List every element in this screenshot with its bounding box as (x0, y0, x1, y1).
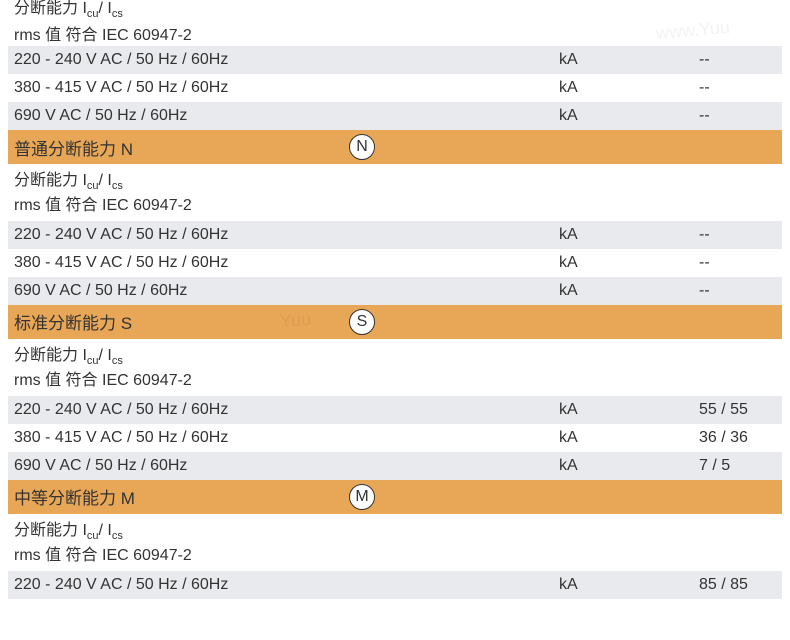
row-unit: kA (559, 457, 699, 475)
row-value: -- (699, 51, 776, 69)
section-subhead: 分断能力 Icu/ Icsrms 值 符合 IEC 60947-2 (8, 514, 782, 571)
row-voltage-label: 220 - 240 V AC / 50 Hz / 60Hz (14, 401, 349, 419)
section-icon-col: M (349, 484, 559, 510)
section-icon-col: S (349, 309, 559, 335)
row-unit: kA (559, 226, 699, 244)
letter-circle-icon: N (349, 134, 375, 160)
row-value: -- (699, 79, 776, 97)
section-header-label: 标准分断能力 S (14, 309, 349, 334)
row-value: -- (699, 254, 776, 272)
partial-top-fragment: 分断能力 Icu/ Ics (8, 0, 782, 20)
section-subhead: 分断能力 Icu/ Icsrms 值 符合 IEC 60947-2 (8, 164, 782, 221)
table-row: 220 - 240 V AC / 50 Hz / 60Hz kA85 / 85 (8, 571, 782, 599)
subhead-line2-top: rms 值 符合 IEC 60947-2 (8, 20, 782, 46)
row-value: -- (699, 107, 776, 125)
row-voltage-label: 690 V AC / 50 Hz / 60Hz (14, 107, 349, 125)
table-row: 690 V AC / 50 Hz / 60Hz kA7 / 5 (8, 452, 782, 480)
subhead-line2: rms 值 符合 IEC 60947-2 (14, 545, 776, 567)
row-voltage-label: 380 - 415 V AC / 50 Hz / 60Hz (14, 79, 349, 97)
row-unit: kA (559, 254, 699, 272)
subhead-line1: 分断能力 Icu/ Ics (14, 345, 776, 370)
table-row: 220 - 240 V AC / 50 Hz / 60Hz kA-- (8, 46, 782, 74)
row-value: -- (699, 226, 776, 244)
row-unit: kA (559, 429, 699, 447)
section-header: 普通分断能力 NN (8, 130, 782, 164)
row-unit: kA (559, 576, 699, 594)
section-header-label: 中等分断能力 M (14, 484, 349, 509)
table-row: 380 - 415 V AC / 50 Hz / 60Hz kA36 / 36 (8, 424, 782, 452)
row-value: 7 / 5 (699, 457, 776, 475)
spec-table: 分断能力 Icu/ Ics rms 值 符合 IEC 60947-2 220 -… (0, 0, 790, 599)
row-voltage-label: 690 V AC / 50 Hz / 60Hz (14, 457, 349, 475)
section-subhead: 分断能力 Icu/ Icsrms 值 符合 IEC 60947-2 (8, 339, 782, 396)
row-unit: kA (559, 51, 699, 69)
letter-circle-icon: M (349, 484, 375, 510)
subhead-line1: 分断能力 Icu/ Ics (14, 170, 776, 195)
letter-circle-icon: S (349, 309, 375, 335)
row-unit: kA (559, 282, 699, 300)
row-value: 55 / 55 (699, 401, 776, 419)
table-row: 690 V AC / 50 Hz / 60Hz kA-- (8, 277, 782, 305)
table-row: 220 - 240 V AC / 50 Hz / 60Hz kA-- (8, 221, 782, 249)
row-voltage-label: 220 - 240 V AC / 50 Hz / 60Hz (14, 51, 349, 69)
row-unit: kA (559, 79, 699, 97)
row-value: 36 / 36 (699, 429, 776, 447)
row-voltage-label: 380 - 415 V AC / 50 Hz / 60Hz (14, 254, 349, 272)
row-unit: kA (559, 107, 699, 125)
table-row: 690 V AC / 50 Hz / 60Hz kA-- (8, 102, 782, 130)
section-icon-col: N (349, 134, 559, 160)
subhead-line1: 分断能力 Icu/ Ics (14, 520, 776, 545)
subhead-line2: rms 值 符合 IEC 60947-2 (14, 370, 776, 392)
section-header: 中等分断能力 MM (8, 480, 782, 514)
subhead-rms-text: rms 值 符合 IEC 60947-2 (14, 21, 192, 45)
section-header: 标准分断能力 SS (8, 305, 782, 339)
subhead-line2: rms 值 符合 IEC 60947-2 (14, 195, 776, 217)
table-row: 380 - 415 V AC / 50 Hz / 60Hz kA-- (8, 74, 782, 102)
table-row: 220 - 240 V AC / 50 Hz / 60Hz kA55 / 55 (8, 396, 782, 424)
row-voltage-label: 220 - 240 V AC / 50 Hz / 60Hz (14, 226, 349, 244)
row-unit: kA (559, 401, 699, 419)
row-voltage-label: 380 - 415 V AC / 50 Hz / 60Hz (14, 429, 349, 447)
row-value: -- (699, 282, 776, 300)
row-voltage-label: 690 V AC / 50 Hz / 60Hz (14, 282, 349, 300)
row-value: 85 / 85 (699, 576, 776, 594)
section-header-label: 普通分断能力 N (14, 135, 349, 160)
table-row: 380 - 415 V AC / 50 Hz / 60Hz kA-- (8, 249, 782, 277)
row-voltage-label: 220 - 240 V AC / 50 Hz / 60Hz (14, 576, 349, 594)
partial-text: 分断能力 Icu/ Ics (14, 0, 123, 20)
